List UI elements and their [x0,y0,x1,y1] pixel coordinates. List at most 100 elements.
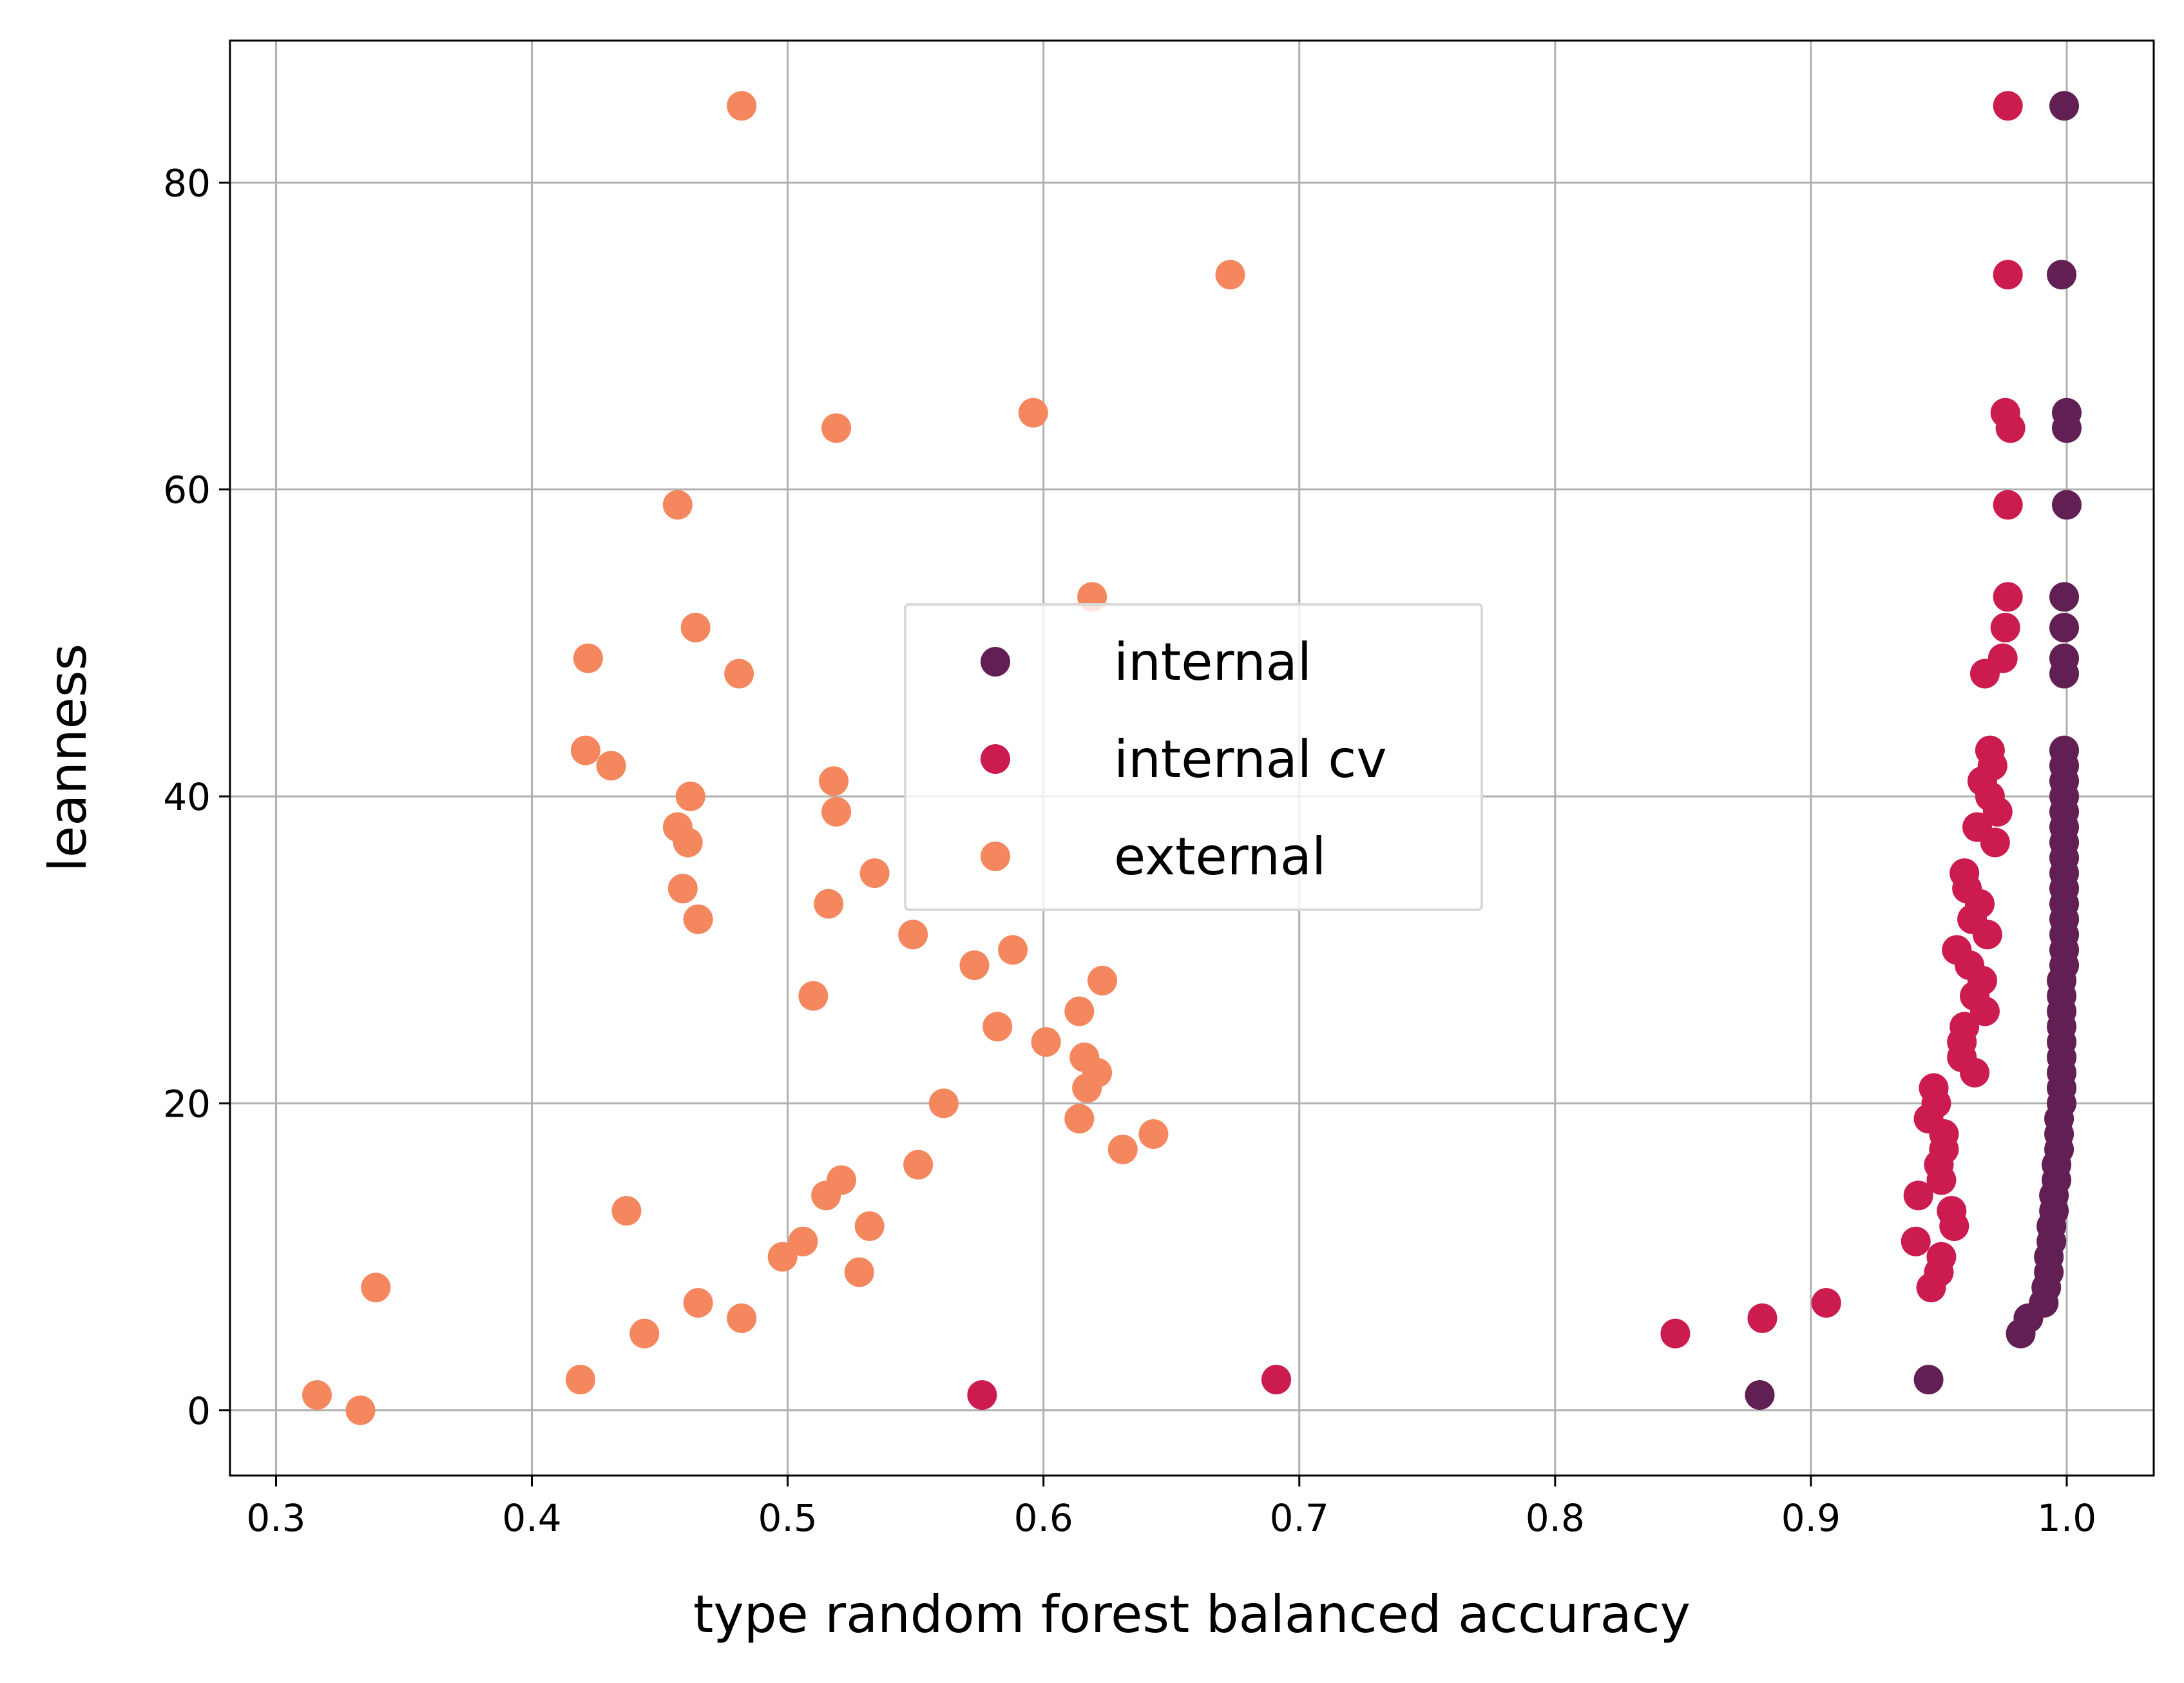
data-point [767,1242,798,1272]
data-point [683,1288,713,1318]
data-point [573,643,603,673]
data-point [1018,398,1048,428]
data-point [2049,735,2080,765]
series-3 [1990,91,2023,428]
y-tick-label: 0 [187,1389,211,1433]
data-point [2047,260,2077,290]
x-tick-label: 0.9 [1781,1496,1841,1540]
data-point [1972,919,2002,950]
plot-frame [229,39,2155,1477]
data-point [821,796,852,827]
data-point [1990,613,2020,643]
x-tick-label: 0.5 [758,1496,817,1540]
data-point [2051,398,2082,428]
data-point [1990,398,2020,428]
legend-marker [981,647,1010,677]
data-point [1087,965,1118,995]
x-tick-label: 0.8 [1526,1496,1585,1540]
legend: internal internal cv external [904,603,1483,911]
data-point [1993,260,2023,290]
data-point [1903,1180,1933,1211]
data-point [982,1012,1013,1042]
y-axis-label: leanness [38,644,98,872]
data-point [1926,1165,1957,1195]
data-point [1988,643,2018,673]
y-tick-label: 80 [163,161,211,205]
data-point [1977,751,2007,781]
legend-box [904,603,1483,911]
legend-label: internal cv [1114,729,1387,789]
data-point [1964,889,1995,919]
data-point [1901,1226,1931,1256]
data-point [724,659,754,689]
y-tick-label: 40 [163,775,211,819]
data-point [1261,1365,1292,1395]
data-point [967,1380,997,1410]
x-tick-label: 0.4 [502,1496,561,1540]
data-point [1064,996,1095,1026]
data-point [1745,1380,1775,1410]
data-point [1926,1242,1957,1272]
data-point [680,613,711,643]
data-point [2049,91,2080,121]
data-point [1064,1104,1095,1134]
data-point [2051,490,2082,520]
data-point [1811,1288,1841,1318]
data-point [570,735,600,765]
data-point [2049,643,2080,673]
data-point [1031,1027,1061,1057]
x-axis-label: type random forest balanced accuracy [693,1584,1691,1644]
data-point [673,827,703,858]
axis-ticks: 0.3 0.4 0.5 0.6 0.7 0.8 0.9 1.0 0 20 40 60 80 [163,161,2096,1540]
x-tick-label: 1.0 [2037,1496,2096,1540]
data-point [1660,1318,1691,1349]
data-point [675,782,705,812]
data-point [1960,1057,1990,1088]
data-point [821,413,852,443]
data-point [662,490,693,520]
data-point [959,950,990,981]
data-point [727,1303,757,1333]
series-1 [2047,91,2080,290]
data-point [859,858,890,889]
data-point [798,981,829,1011]
data-point [788,1226,818,1256]
data-point [1980,827,2010,858]
data-point [814,889,844,919]
data-point [667,873,698,903]
data-point [1215,260,1245,290]
data-point [1929,1119,1959,1149]
data-point [1913,1365,1944,1395]
y-tick-label: 60 [163,468,211,512]
data-point [1993,582,2023,612]
data-point [302,1380,332,1410]
data-point [596,751,626,781]
data-point [683,904,713,934]
data-point [854,1211,885,1241]
x-tick-label: 0.3 [246,1496,305,1540]
data-point [565,1365,595,1395]
x-tick-label: 0.7 [1270,1496,1329,1540]
data-point [629,1318,660,1349]
data-point [827,1165,857,1195]
legend-marker [981,842,1010,871]
series-0 [1745,398,2082,1410]
data-point [1993,91,2023,121]
data-point [1921,1088,1951,1119]
data-point [1993,490,2023,520]
y-tick-label: 20 [163,1082,211,1126]
data-point [1939,1211,1969,1241]
x-tick-label: 0.6 [1014,1496,1073,1540]
data-point [611,1196,642,1226]
data-point [903,1149,934,1180]
data-points [302,91,2082,1425]
legend-label: internal [1114,632,1312,692]
data-point [844,1257,874,1287]
data-point [1747,1303,1777,1333]
data-point [1967,965,1997,995]
data-point [2049,613,2080,643]
data-point [1107,1134,1138,1164]
series-2 [967,413,2026,1410]
